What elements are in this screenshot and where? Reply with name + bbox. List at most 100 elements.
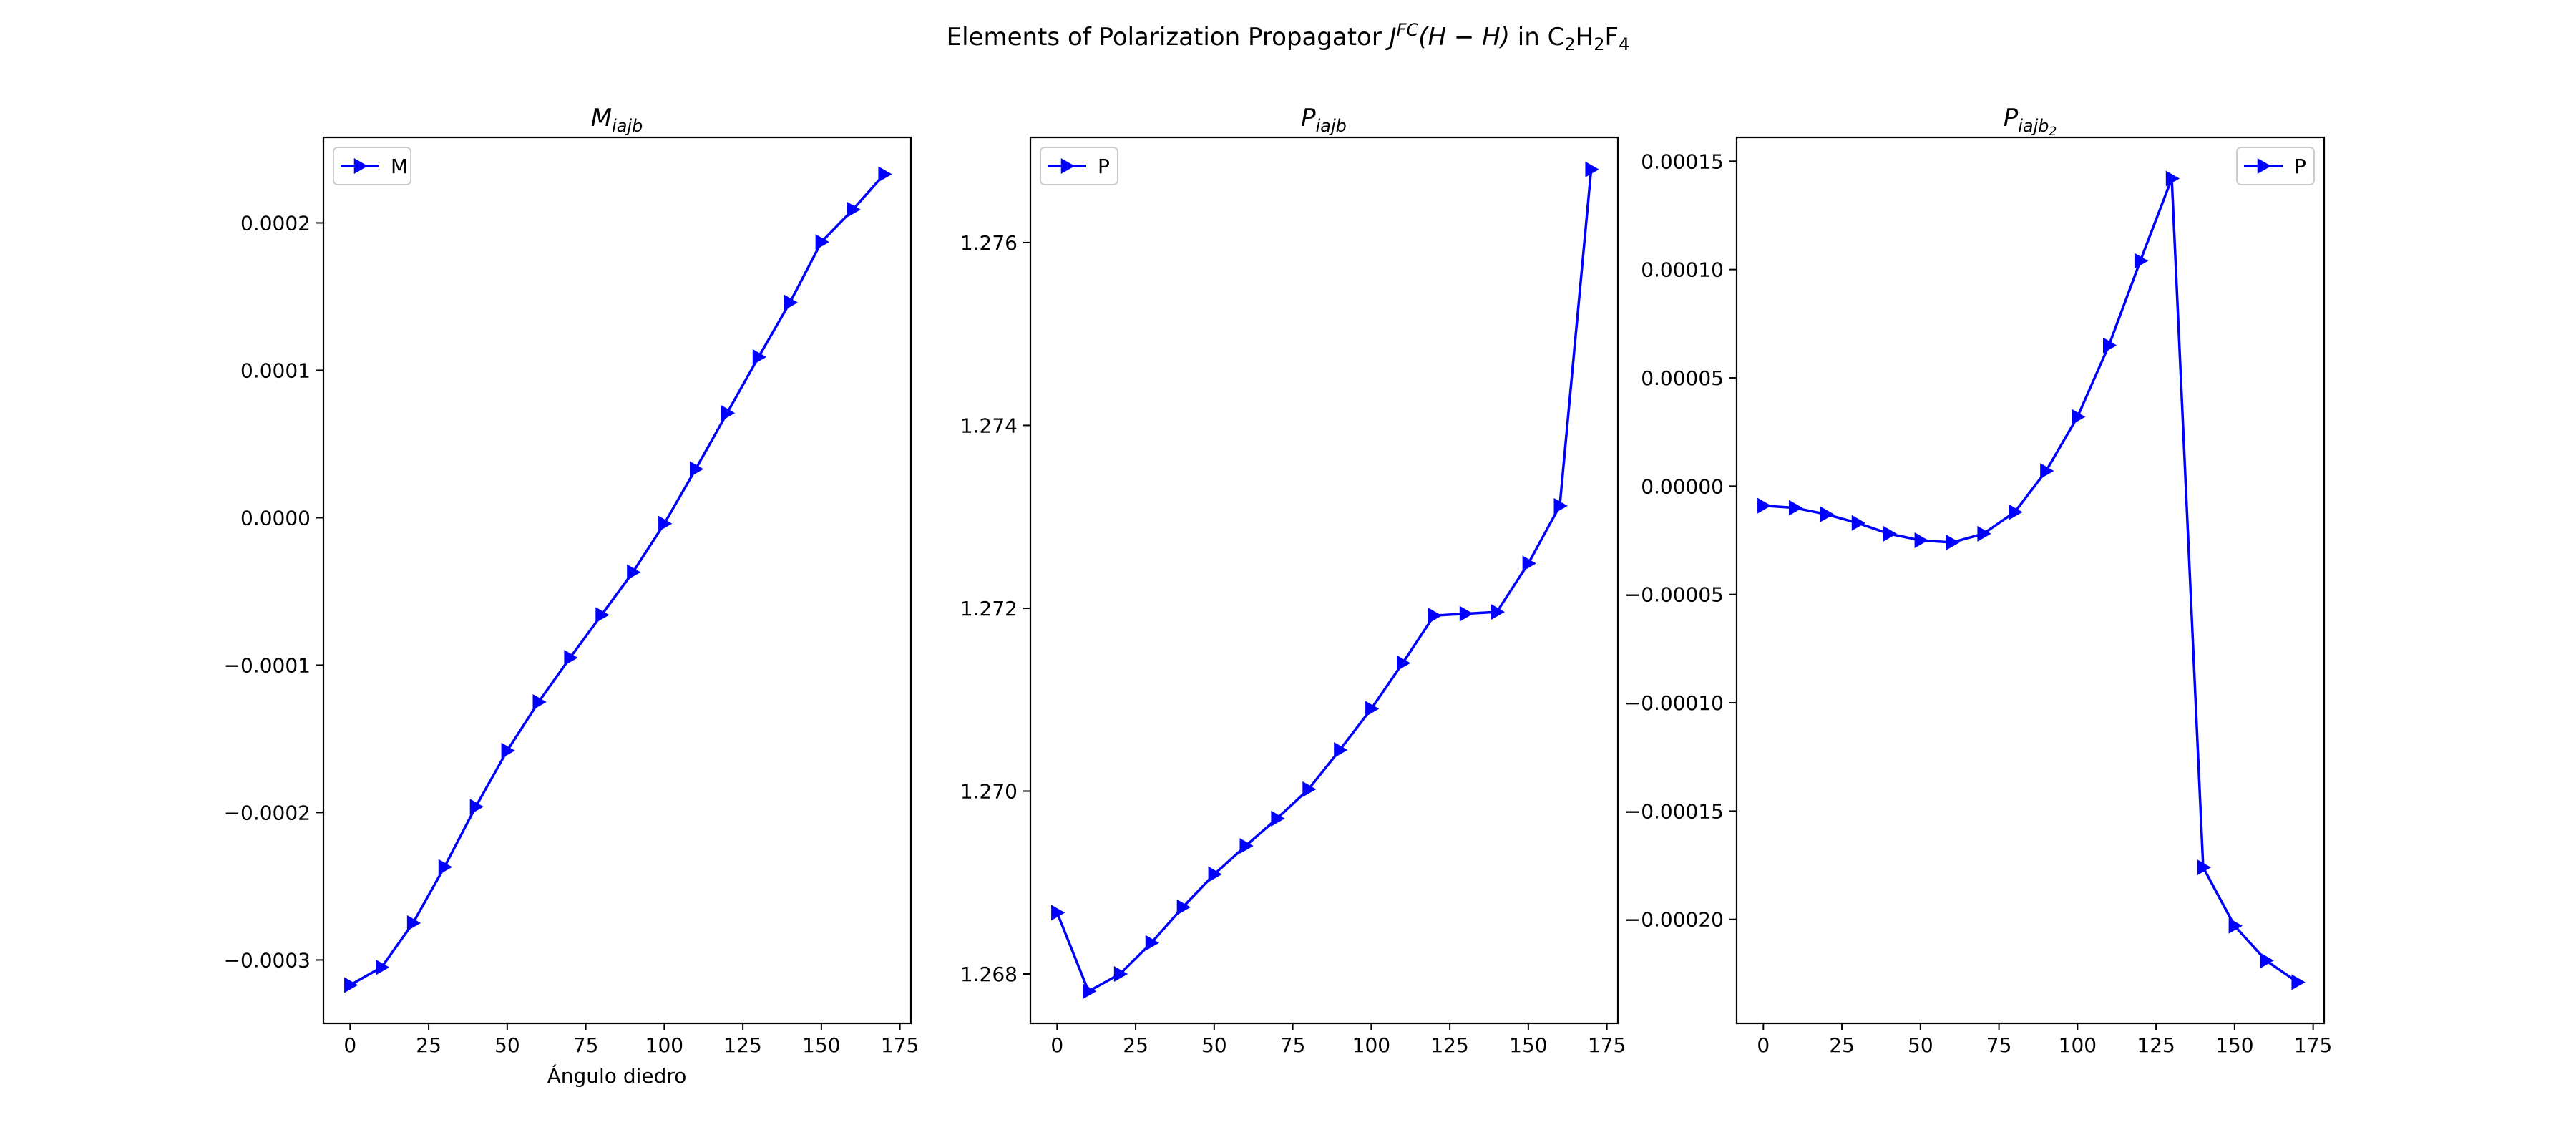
panel-1-x-tick-label: 75 (573, 1033, 599, 1057)
panel-1-legend-label: M (391, 155, 408, 178)
panel-2-x-tick-label: 0 (1050, 1033, 1063, 1057)
panel-2-data-point (1239, 838, 1254, 854)
panel-1-y-tick-label: 0.0002 (240, 211, 311, 235)
panel-3-y-tick-label: −0.00010 (1624, 691, 1724, 715)
panel-1-data-point (438, 859, 453, 875)
panel-2-data-point (1522, 555, 1536, 572)
panel-2-axes: 0 25 50 75 100 125 150 175 1.268 1.270 1.272 1.274 1… (960, 136, 1626, 1057)
panel-3-y-tick-label: 0.00005 (1641, 366, 1724, 390)
panel-3-frame (1735, 136, 2326, 1025)
panel-3-title-main: P (2004, 104, 2019, 132)
panel-1-data-point (501, 742, 515, 759)
panel-1-data-point (721, 405, 736, 422)
panel-3-y-tick-label: −0.00005 (1624, 583, 1724, 607)
panel-2-title-main: P (1301, 104, 1316, 132)
panel-2-data-point (1082, 983, 1097, 1000)
panel-3-x-tick-label: 75 (1986, 1033, 2012, 1057)
panel-2-data-point (1208, 866, 1222, 882)
panel-1-data-point (847, 201, 861, 218)
panel-1-x-tick-label: 175 (881, 1033, 919, 1057)
panel-3-title: Piajb2 (2004, 104, 2057, 139)
panel-3-x-tick-label: 50 (1908, 1033, 1933, 1057)
panel-3-data-point (2260, 952, 2274, 969)
panel-1-data-point (784, 294, 798, 311)
panel-3-data-point (2103, 337, 2117, 354)
panel-1-y-tick-label: −0.0003 (224, 948, 311, 972)
panel-3-x-tick-label: 150 (2215, 1033, 2253, 1057)
panel-1-data-point (658, 515, 673, 532)
panel-1-x-tick-label: 50 (494, 1033, 520, 1057)
panel-3-data-point (2040, 463, 2054, 479)
figure-suptitle: Elements of Polarization Propagator JFC(… (947, 20, 1630, 54)
panel-3-y-tick-label: −0.00020 (1624, 908, 1724, 932)
panel-3-data-point (1883, 525, 1897, 542)
panel-3-x-tick-label: 100 (2059, 1033, 2097, 1057)
panel-1-y-tick-label: 0.0001 (240, 359, 311, 382)
panel-1-frame (322, 136, 912, 1025)
panel-2-title: Piajb (1301, 104, 1347, 136)
panel-3-data-point (1946, 535, 1960, 551)
panel-2-data-point (1428, 608, 1443, 624)
panel-1-x-tick-label: 25 (416, 1033, 441, 1057)
panel-3-legend-marker (2257, 158, 2271, 174)
panel-2-data-point (1145, 935, 1160, 951)
suptitle-hh: (H − H) (1418, 23, 1510, 52)
panel-1-legend-marker (353, 158, 368, 174)
panel-1-data-point (344, 977, 358, 993)
panel-1-y-tick-label: −0.0002 (224, 801, 311, 824)
panel-2-data-point (1397, 655, 1411, 671)
panel-1-title-sub: iajb (612, 116, 643, 136)
panel-1-x-tick-label: 125 (723, 1033, 761, 1057)
panel-2-x-tick-label: 25 (1123, 1033, 1148, 1057)
suptitle-f: F (1605, 23, 1619, 52)
panel-2-legend: P (1040, 147, 1118, 185)
panel-2-title-sub: iajb (1316, 116, 1347, 136)
panel-2-y-tick-label: 1.268 (960, 963, 1018, 986)
panel-3-data-point (2165, 170, 2180, 187)
panel-3-x-tick-label: 175 (2294, 1033, 2332, 1057)
panel-2-legend-marker (1060, 158, 1075, 174)
panel-1-data-point (627, 564, 641, 580)
panel-2-y-tick-label: 1.274 (960, 414, 1018, 437)
panel-1-data-point (375, 959, 390, 975)
panel-3-data-point (1851, 515, 1866, 531)
panel-3-legend: P (2236, 147, 2315, 185)
panel-3-data-point (2072, 409, 2086, 425)
panel-3-x-tick-label: 0 (1757, 1033, 1770, 1057)
panel-1-data-point (595, 607, 610, 623)
suptitle-h: H (1576, 23, 1594, 52)
panel-1-title: Miajb (591, 104, 643, 136)
panel-3-y-tick-label: 0.00000 (1641, 474, 1724, 498)
panel-1-y-tick-label: 0.0000 (240, 506, 311, 530)
panel-3-data-point (1788, 500, 1803, 516)
panel-2-data-point (1271, 810, 1285, 827)
panel-3-x-tick-label: 125 (2137, 1033, 2175, 1057)
panel-2-data-point (1334, 741, 1348, 758)
suptitle-sub3: 4 (1619, 34, 1629, 54)
panel-1-data-point (406, 915, 421, 931)
panel-3-data-point (2228, 917, 2243, 934)
panel-1-series-line (349, 173, 885, 986)
panel-2-data-point (1365, 701, 1380, 717)
panel-2-x-tick-label: 50 (1201, 1033, 1227, 1057)
panel-2-frame (1029, 136, 1619, 1025)
panel-1-data-point (469, 799, 484, 815)
suptitle-sub1: 2 (1564, 34, 1575, 54)
panel-3-data-point (1820, 506, 1835, 522)
panel-1-x-tick-label: 0 (343, 1033, 356, 1057)
panel-3-data-point (2009, 504, 2023, 520)
panel-2-x-tick-label: 100 (1352, 1033, 1390, 1057)
panel-2-y-tick-label: 1.276 (960, 231, 1018, 255)
panel-3-title-subsub: 2 (2049, 125, 2057, 139)
panel-2-x-tick-label: 175 (1588, 1033, 1626, 1057)
panel-3-axes: 0 25 50 75 100 125 150 175 −0.00020 −0.00015 −0.00… (1624, 136, 2332, 1057)
panel-3-legend-label: P (2294, 155, 2306, 178)
panel-1-y-tick-label: −0.0001 (224, 653, 311, 677)
panel-1-data-point (752, 349, 767, 365)
panel-1-data-point (564, 650, 578, 666)
panel-3-y-tick-label: 0.00015 (1641, 150, 1724, 173)
panel-3-data-point (1914, 532, 1928, 549)
panel-2-data-point (1302, 781, 1317, 797)
